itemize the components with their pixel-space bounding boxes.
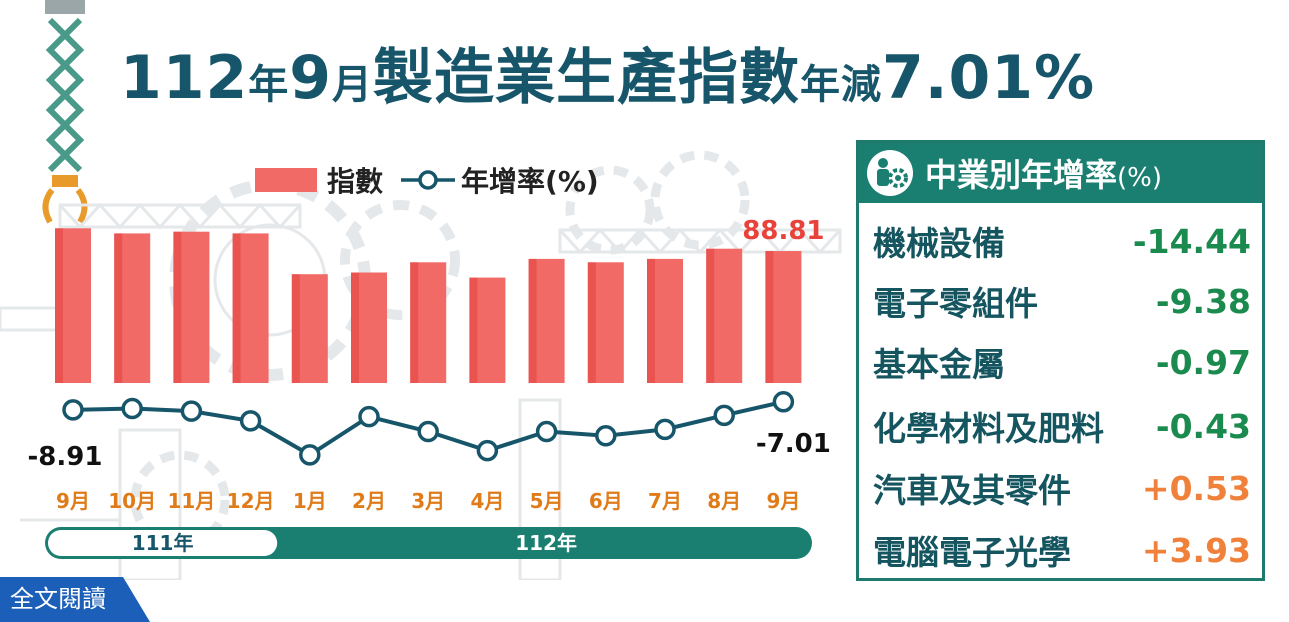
growth-rate-point bbox=[121, 397, 143, 420]
x-tick-label: 11月 bbox=[167, 489, 215, 513]
growth-rate-point bbox=[713, 404, 735, 427]
title-subject: 製造業生產指數 bbox=[373, 43, 800, 113]
industry-value: +3.93 bbox=[1141, 530, 1251, 570]
bar-shade bbox=[114, 233, 123, 383]
industry-value: -9.38 bbox=[1155, 281, 1251, 321]
bar-shade bbox=[587, 262, 596, 383]
legend-growth-label: 年增率(%) bbox=[461, 165, 599, 198]
industry-value: +0.53 bbox=[1141, 468, 1251, 508]
bar-shade bbox=[765, 251, 774, 383]
x-tick-label: 9月 bbox=[56, 489, 90, 513]
growth-rate-point bbox=[772, 391, 795, 413]
x-tick-label: 8月 bbox=[707, 489, 741, 513]
industry-row: 基本金屬 -0.97 bbox=[873, 337, 1251, 387]
industry-value: -0.43 bbox=[1155, 406, 1251, 446]
bar-shade bbox=[351, 272, 359, 383]
data-label: 88.81 bbox=[742, 216, 824, 246]
read-full-article-link[interactable]: 全文閱讀 bbox=[0, 577, 150, 622]
bar-shade bbox=[232, 233, 241, 383]
industry-name: 化學材料及肥料 bbox=[873, 409, 1104, 448]
x-tick-label: 9月 bbox=[766, 489, 800, 513]
industry-row: 電子零組件 -9.38 bbox=[873, 276, 1251, 326]
industry-row: 電腦電子光學 +3.93 bbox=[873, 525, 1251, 575]
industry-value: -14.44 bbox=[1132, 221, 1251, 261]
data-label: -7.01 bbox=[756, 429, 831, 459]
legend-index-label: 指數 bbox=[327, 165, 384, 198]
title-month: 9 bbox=[289, 43, 332, 113]
x-tick-label: 5月 bbox=[530, 489, 564, 513]
growth-rate-point bbox=[299, 444, 321, 466]
bar-shade bbox=[647, 258, 655, 383]
growth-rate-point bbox=[595, 425, 617, 447]
year-group-segment bbox=[48, 530, 278, 556]
industry-name: 電子零組件 bbox=[873, 284, 1038, 323]
x-tick-label: 3月 bbox=[411, 489, 445, 513]
title-year-unit: 年 bbox=[248, 62, 290, 108]
year-group-label: 111年 bbox=[132, 531, 194, 555]
industry-row: 化學材料及肥料 -0.43 bbox=[873, 401, 1251, 451]
bar-shade bbox=[469, 277, 478, 383]
x-tick-label: 7月 bbox=[648, 489, 682, 513]
growth-rate-point bbox=[239, 410, 262, 432]
growth-rate-point bbox=[654, 418, 676, 441]
industry-value: -0.97 bbox=[1155, 342, 1251, 382]
industry-row: 機械設備 -14.44 bbox=[873, 216, 1251, 266]
growth-rate-point bbox=[535, 420, 558, 443]
year-group-label: 112年 bbox=[515, 531, 577, 555]
x-tick-label: 6月 bbox=[589, 489, 623, 513]
legend-line-marker-icon bbox=[401, 170, 456, 190]
bar-shade bbox=[528, 258, 537, 383]
title-year: 112 bbox=[120, 43, 249, 113]
industry-name: 機械設備 bbox=[873, 224, 1005, 263]
page-title: 112年9月製造業生產指數年減7.01% bbox=[120, 38, 1200, 125]
industry-name: 汽車及其零件 bbox=[873, 471, 1071, 510]
chart-legend: 指數 年增率(%) bbox=[255, 160, 599, 200]
worker-gear-icon bbox=[867, 150, 913, 196]
legend-bar-swatch bbox=[255, 168, 317, 192]
x-tick-label: 10月 bbox=[108, 489, 156, 513]
industry-row: 汽車及其零件 +0.53 bbox=[873, 463, 1251, 513]
title-change-label: 年減 bbox=[800, 62, 882, 108]
panel-header: 中業別年增率(%) bbox=[859, 143, 1262, 203]
bar-shade bbox=[55, 228, 63, 383]
growth-rate-point bbox=[180, 400, 203, 422]
growth-rate-point bbox=[417, 420, 439, 443]
title-month-unit: 月 bbox=[332, 62, 373, 108]
industry-name: 基本金屬 bbox=[873, 345, 1005, 384]
title-change-value: 7.01% bbox=[882, 43, 1096, 113]
panel-title: 中業別年增率(%) bbox=[925, 150, 1162, 196]
growth-rate-point bbox=[476, 439, 499, 462]
x-tick-label: 1月 bbox=[293, 489, 327, 513]
bar-shade bbox=[291, 274, 300, 383]
data-label: -8.91 bbox=[28, 442, 103, 472]
panel-title-text: 中業別年增率 bbox=[925, 156, 1118, 194]
growth-rate-point bbox=[358, 405, 380, 428]
production-index-chart: 88.81 -8.91 -7.01 9月 10月 11月 12月 1月 2月 3月 4月 5月 6月 7月… bbox=[28, 216, 831, 559]
industry-growth-panel: 中業別年增率(%) 機械設備 -14.44 電子零組件 -9.38 基本金屬 -… bbox=[856, 140, 1265, 581]
bar-shade bbox=[410, 262, 419, 383]
x-tick-label: 4月 bbox=[470, 489, 504, 513]
industry-name: 電腦電子光學 bbox=[873, 533, 1071, 572]
bar-shade bbox=[706, 248, 715, 383]
panel-title-unit: (%) bbox=[1117, 163, 1163, 193]
x-tick-label: 12月 bbox=[227, 489, 275, 513]
growth-rate-point bbox=[62, 399, 84, 421]
x-tick-label: 2月 bbox=[352, 489, 386, 513]
crane-icon bbox=[42, 0, 88, 224]
bar-shade bbox=[173, 231, 182, 383]
